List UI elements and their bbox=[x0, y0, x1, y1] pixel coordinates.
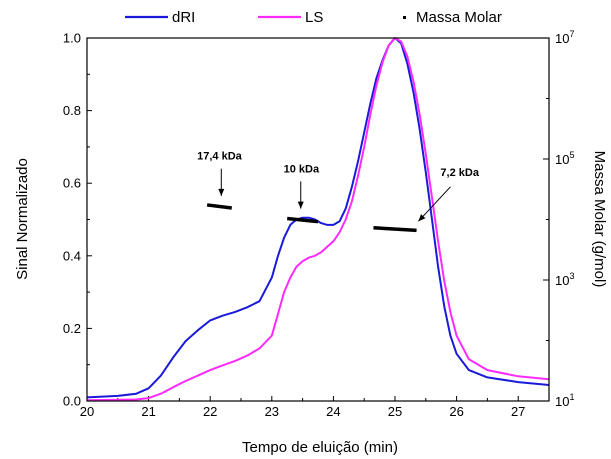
molar-mass-segment bbox=[206, 203, 232, 210]
annotation-arrow bbox=[418, 186, 451, 222]
legend-label-ls: LS bbox=[305, 9, 323, 26]
y2-tick-label: 103 bbox=[555, 271, 574, 288]
annotation-arrowhead bbox=[297, 201, 304, 209]
annotation-label: 7,2 kDa bbox=[440, 167, 479, 179]
annotation-label: 10 kDa bbox=[284, 163, 320, 175]
x-tick-label: 27 bbox=[511, 404, 525, 419]
x-tick-label: 25 bbox=[388, 404, 402, 419]
annotations: 17,4 kDa 10 kDa 7,2 kDa bbox=[197, 151, 480, 222]
series-line-ls bbox=[86, 37, 550, 402]
series-line-dri bbox=[86, 37, 550, 399]
y2-tick-label: 107 bbox=[555, 29, 574, 46]
annotation-arrowhead bbox=[218, 188, 225, 196]
legend-swatch-massa-molar bbox=[403, 16, 406, 19]
molar-mass-segment bbox=[287, 216, 319, 224]
y-tick-label: 0.2 bbox=[63, 321, 81, 336]
x-tick-label: 21 bbox=[141, 404, 155, 419]
x-axis-title: Tempo de eluição (min) bbox=[242, 439, 398, 456]
plot-frame bbox=[86, 37, 550, 402]
molar-mass-segment bbox=[373, 226, 417, 233]
y-tick-label: 0.0 bbox=[63, 394, 81, 409]
y2-tick-label: 105 bbox=[555, 150, 574, 167]
x-tick-label: 22 bbox=[203, 404, 217, 419]
annotation-label: 17,4 kDa bbox=[197, 151, 243, 163]
x-tick-label: 26 bbox=[449, 404, 463, 419]
legend-label-dri: dRI bbox=[172, 9, 195, 26]
y-tick-label: 0.8 bbox=[63, 103, 81, 118]
y2-tick-label: 101 bbox=[555, 392, 574, 409]
series-layer bbox=[86, 37, 550, 402]
x-tick-label: 24 bbox=[326, 404, 340, 419]
y-axis: 0.0 0.2 0.4 0.6 0.8 1.0 bbox=[63, 31, 92, 409]
y2-axis-title: Massa Molar (g/mol) bbox=[591, 151, 608, 288]
x-axis: 20 21 22 23 24 25 26 27 bbox=[80, 396, 550, 419]
legend: dRI LS Massa Molar bbox=[125, 9, 502, 26]
y-tick-label: 0.6 bbox=[63, 176, 81, 191]
y-axis-title: Sinal Normalizado bbox=[14, 158, 31, 280]
y-tick-label: 1.0 bbox=[63, 31, 81, 46]
annotation-arrowhead bbox=[418, 214, 426, 222]
x-tick-label: 23 bbox=[265, 404, 279, 419]
legend-label-massa-molar: Massa Molar bbox=[416, 9, 502, 26]
y-tick-label: 0.4 bbox=[63, 248, 81, 263]
x-tick-label: 20 bbox=[80, 404, 94, 419]
